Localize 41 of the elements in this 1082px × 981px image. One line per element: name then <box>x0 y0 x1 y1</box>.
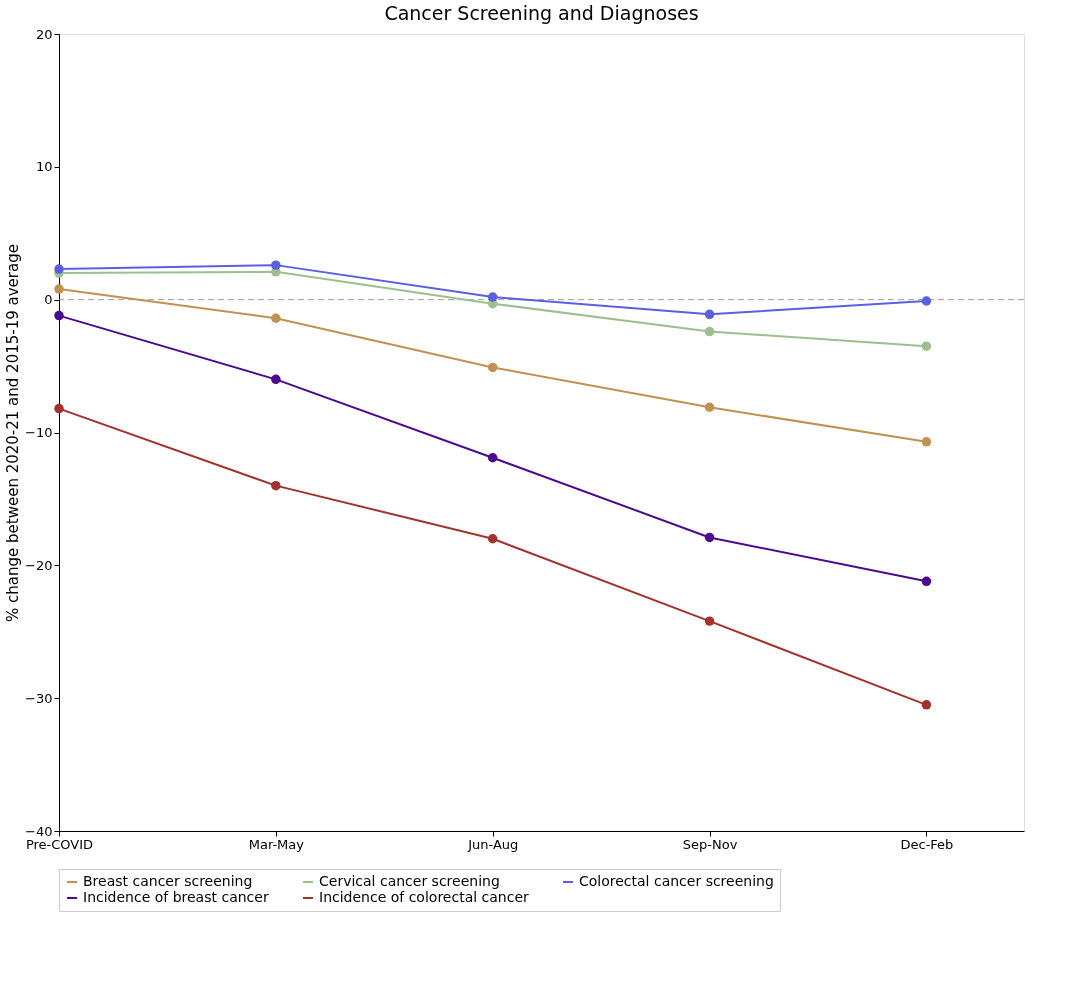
point <box>487 534 498 544</box>
point <box>487 362 498 373</box>
point <box>704 616 715 626</box>
point <box>704 309 715 320</box>
point <box>54 310 64 321</box>
point <box>921 341 932 351</box>
point <box>921 700 932 710</box>
y-axis-title: % change between 2020-21 and 2015-19 average <box>4 244 23 622</box>
point <box>271 374 281 385</box>
point <box>54 264 64 274</box>
point <box>921 437 932 447</box>
point <box>704 532 715 543</box>
legend-label: Incidence of breast cancer <box>83 889 269 905</box>
point <box>271 313 281 323</box>
legend-label: Colorectal cancer screening <box>579 873 774 889</box>
x-tick-label: Pre-COVID <box>25 836 94 852</box>
point <box>487 292 498 302</box>
point <box>487 453 498 463</box>
legend-label: Incidence of colorectal cancer <box>319 889 530 905</box>
chart-title: Cancer Screening and Diagnoses <box>384 2 699 24</box>
y-tick-label: 20 <box>35 26 53 42</box>
x-tick-label: Mar-May <box>248 836 305 852</box>
point <box>54 403 64 414</box>
point <box>271 480 281 491</box>
point <box>54 284 64 294</box>
y-tick-label: 0 <box>44 292 53 308</box>
x-tick-label: Jun-Aug <box>467 836 519 852</box>
x-tick-label: Sep-Nov <box>682 836 738 852</box>
y-tick-label: −40 <box>25 823 53 839</box>
x-tick-label: Dec-Feb <box>900 836 954 852</box>
y-tick-label: 10 <box>35 159 53 175</box>
legend-label: Breast cancer screening <box>83 873 253 889</box>
y-tick-label: −30 <box>25 690 53 706</box>
point <box>704 402 715 412</box>
point <box>921 296 932 306</box>
y-tick-label: −10 <box>25 425 53 440</box>
point <box>921 576 932 587</box>
point <box>704 326 715 337</box>
point <box>271 260 281 270</box>
legend-label: Cervical cancer screening <box>319 873 500 889</box>
y-tick-label: −20 <box>25 557 53 573</box>
